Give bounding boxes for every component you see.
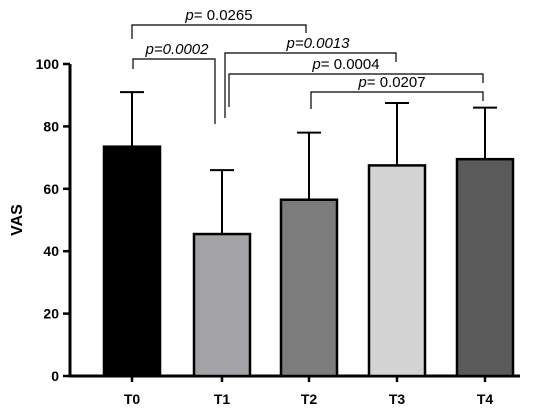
x-tick-label-t0: T0 [124, 391, 141, 407]
significance-t1-t4-bracket [228, 73, 484, 107]
y-axis-label: VAS [9, 204, 26, 236]
x-categories: T0 T1 T2 T3 T4 [124, 376, 494, 407]
x-tick-label-t2: T2 [301, 391, 318, 407]
significance-t1-t3-label: p=0.0013 [286, 35, 351, 52]
y-tick-label: 0 [51, 368, 59, 384]
significance-t2-t4-bracket [310, 91, 484, 109]
bar-t0 [102, 145, 162, 378]
bar-t2 [279, 198, 339, 378]
bar-t4 [455, 157, 515, 378]
significance-t2-t4-label: p= 0.0207 [357, 74, 425, 91]
y-tick-label: 20 [43, 306, 59, 322]
significance-t1-t3-bracket [224, 52, 397, 118]
x-tick-label-t3: T3 [389, 391, 406, 407]
significance-t1-t4-label: p= 0.0004 [311, 56, 379, 73]
error-bars [120, 91, 497, 235]
significance-t0-t2-bracket [131, 24, 307, 39]
bar-t1 [192, 232, 252, 378]
bars [102, 145, 515, 378]
y-tick-label: 60 [43, 181, 59, 197]
y-tick-label: 80 [43, 118, 59, 134]
y-tick-label: 40 [43, 243, 59, 259]
x-tick-label-t1: T1 [214, 391, 231, 407]
significance-t0-t1-label: p=0.0002 [145, 41, 210, 58]
significance-t0-t1-bracket [132, 58, 216, 124]
y-tick-label: 100 [36, 56, 60, 72]
y-ticks: 0 20 40 60 80 100 [36, 56, 70, 384]
x-tick-label-t4: T4 [477, 391, 494, 407]
bar-t3 [367, 164, 427, 378]
significance-t0-t2-label: p= 0.0265 [184, 7, 252, 24]
